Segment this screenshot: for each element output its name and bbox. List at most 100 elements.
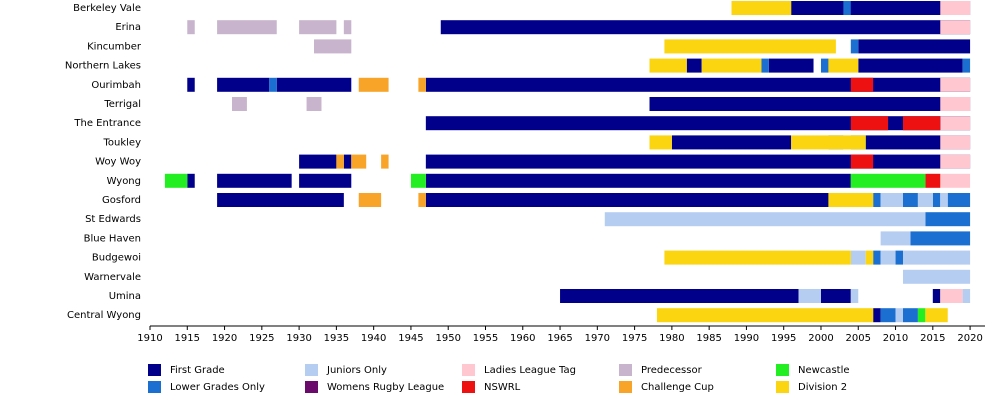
span-bar [604,212,926,227]
row-label: The Entrance [73,118,141,129]
span-bar [895,250,903,265]
row-label: St Edwards [85,214,141,225]
legend-swatch [148,364,161,376]
span-bar [843,1,851,15]
legend-swatch [776,364,789,376]
span-bar [560,289,799,303]
span-bar [880,308,896,323]
span-bar [947,193,971,207]
span-bar [962,289,971,303]
legend-label: Challenge Cup [641,382,714,393]
span-bar [217,20,277,35]
x-tick-label: 1990 [734,333,759,344]
span-bar [902,269,971,284]
row-label: Blue Haven [84,233,141,244]
span-bar [895,308,903,323]
span-bar [671,135,792,150]
x-tick-label: 2015 [920,333,945,344]
row-label: Budgewoi [92,253,141,264]
span-bar [336,154,344,169]
span-bar [940,97,971,111]
legend-label: Ladies League Tag [484,365,576,376]
legend-swatch [619,364,632,376]
legend-swatch [776,381,789,393]
span-bar [425,77,971,92]
x-tick-label: 2000 [808,333,833,344]
span-bar [418,77,426,92]
row-label: Ourimbah [91,80,141,91]
x-tick-label: 2005 [846,333,871,344]
span-bar [858,39,971,54]
row-label: Central Wyong [67,310,141,321]
span-bar [940,193,948,207]
span-bar [306,97,322,111]
span-bar [902,116,941,131]
x-tick-label: 1980 [659,333,684,344]
row-label: Kincumber [87,41,142,52]
span-bar [440,20,971,35]
x-tick-label: 1970 [585,333,610,344]
legend-label: Division 2 [798,382,847,393]
span-bar [880,231,911,246]
span-bar [873,308,881,323]
row-label: Wyong [107,176,141,187]
span-bar [791,135,866,150]
span-bar [410,173,426,188]
x-tick-label: 1945 [398,333,423,344]
span-bar [358,193,382,207]
span-bar [850,173,926,188]
span-bar [187,173,195,188]
legend-label: NSWRL [484,382,521,393]
x-tick-label: 1950 [435,333,460,344]
x-tick-label: 1920 [212,333,237,344]
row-label: Warnervale [84,272,141,283]
x-tick-label: 1975 [622,333,647,344]
row-label: Toukley [102,137,141,148]
x-tick-label: 2020 [957,333,982,344]
x-tick-label: 1965 [547,333,572,344]
span-bar [299,20,337,35]
span-bar [850,116,889,131]
span-bar [940,289,963,303]
span-bar [873,193,881,207]
row-label: Erina [115,22,141,33]
x-tick-label: 1940 [361,333,386,344]
span-bar [932,193,941,207]
x-tick-label: 1935 [324,333,349,344]
x-tick-label: 1910 [137,333,162,344]
row-label: Woy Woy [95,157,141,168]
span-bar [276,77,352,92]
span-bar [425,116,971,131]
span-bar [761,58,769,73]
x-tick-label: 1930 [286,333,311,344]
span-bar [649,97,971,111]
row-label: Umina [109,291,141,302]
span-bar [664,250,851,265]
span-bar [299,173,352,188]
span-bar [820,289,851,303]
span-bar [880,250,896,265]
span-bar [381,154,389,169]
span-bar [880,193,903,207]
span-bar [910,231,971,246]
span-bar [925,308,948,323]
span-bar [686,58,702,73]
span-bar [850,289,859,303]
span-bar [791,1,971,15]
x-tick-label: 1925 [249,333,274,344]
span-bar [940,173,971,188]
legend-swatch [619,381,632,393]
span-bar [932,289,941,303]
span-bar [917,308,926,323]
span-bar [858,58,963,73]
span-bar [917,193,933,207]
span-bar [940,77,971,92]
span-bar [940,154,971,169]
legend-label: Womens Rugby League [327,382,444,393]
span-bar [649,58,687,73]
span-bar [902,250,971,265]
x-tick-label: 2010 [883,333,908,344]
span-bar [164,173,188,188]
span-bar [187,20,195,35]
